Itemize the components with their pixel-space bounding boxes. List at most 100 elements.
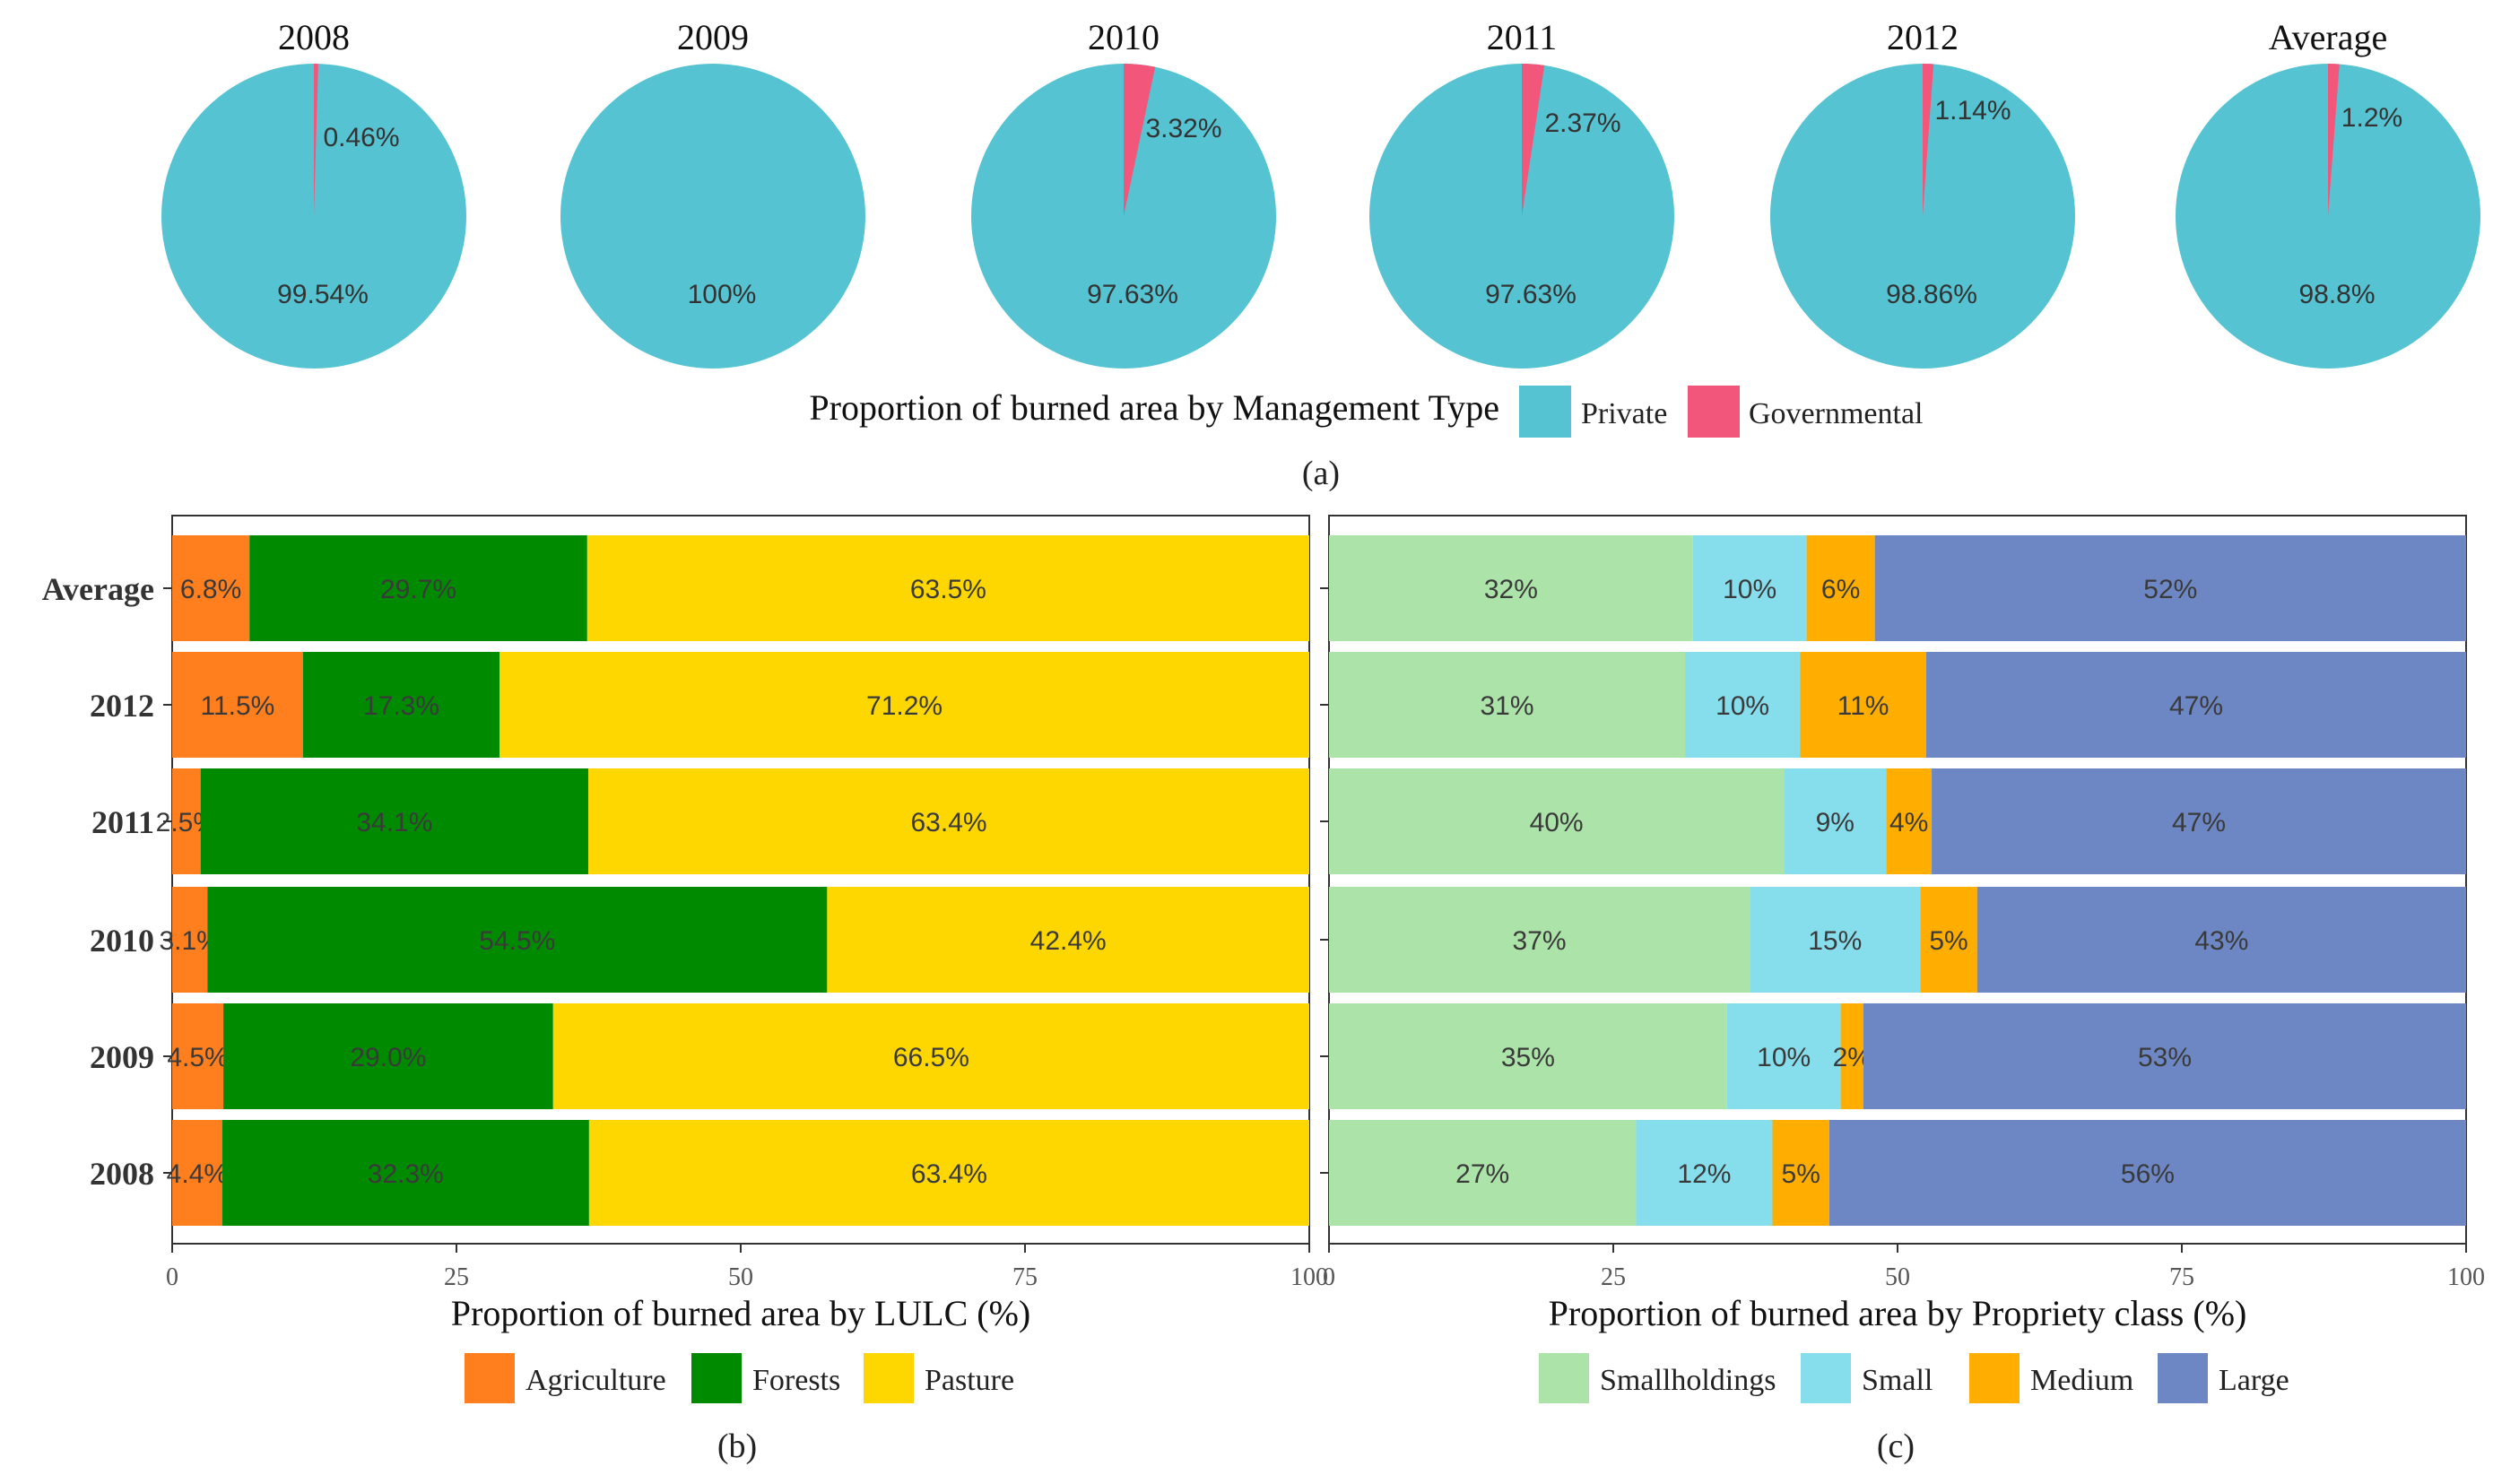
bar-label: 12% (1677, 1159, 1731, 1189)
panel-a-caption: (a) (1302, 455, 1340, 492)
legend-swatch-pasture (864, 1353, 914, 1403)
bar-label: 6% (1821, 575, 1860, 604)
bar-segment-agriculture (172, 1003, 224, 1109)
bar-row-2012: 31% 10% 11% 47% (1329, 652, 2466, 758)
bar-label: 4% (1889, 808, 1928, 837)
panel-caption: (c) (1877, 1428, 1915, 1465)
bar-segment-smallholdings (1329, 535, 1693, 641)
pie-label-governmental: 1.14% (1934, 96, 2011, 126)
bar-segment-pasture (586, 535, 1309, 641)
legend-swatch-private (1519, 386, 1571, 438)
bar-label: 10% (1723, 575, 1776, 604)
bar-segment-small (1726, 1003, 1841, 1109)
pie-label-private: 97.63% (1485, 280, 1577, 309)
bar-segment-large (1976, 887, 2466, 993)
bar-row-average: 6.8% 29.7% 63.5% (172, 535, 1309, 641)
bar-segment-agriculture (172, 887, 208, 993)
lulc-bar-chart-panel-b: 6.8% 29.7% 63.5% Average 11.5% 17.3% 71.2% 2012… (42, 515, 1328, 1465)
bar-label: 56% (2121, 1159, 2175, 1189)
bar-label: 11% (1837, 691, 1889, 721)
bar-label: 35% (1501, 1043, 1555, 1072)
pie-label-governmental: 3.32% (1145, 114, 1221, 143)
bar-label: 71.2% (866, 691, 942, 721)
bar-label: 37% (1513, 926, 1567, 956)
x-tick-label: 75 (2169, 1263, 2194, 1291)
bar-label: 10% (1757, 1043, 1811, 1072)
legend-label-medium: Medium (2030, 1364, 2133, 1397)
bar-segment-pasture (588, 1120, 1309, 1226)
pie-label-private: 98.86% (1886, 280, 1977, 309)
pie-slice-governmental (1124, 64, 1156, 216)
pie-label-private: 99.54% (277, 280, 369, 309)
y-tick-label: Average (42, 571, 154, 607)
management-type-legend: Proportion of burned area by Management … (809, 386, 1924, 438)
bar-label: 43% (2194, 926, 2248, 956)
x-axis-label: Proportion of burned area by Propriety c… (1549, 1293, 2247, 1333)
legend-swatch-small (1801, 1353, 1851, 1403)
bar-label: 5% (1782, 1159, 1820, 1189)
bar-segment-small (1636, 1120, 1773, 1226)
pie-label-governmental: 0.46% (323, 123, 399, 152)
legend-swatch-medium (1969, 1353, 2020, 1403)
bar-segment-pasture (552, 1003, 1309, 1109)
pie-title: Average (2269, 17, 2388, 57)
bar-label: 27% (1455, 1159, 1509, 1189)
x-axis-label: Proportion of burned area by LULC (%) (451, 1293, 1030, 1333)
pie-slice-governmental (2328, 64, 2340, 216)
bar-segment-forests (223, 1003, 553, 1109)
legend-label-large: Large (2219, 1364, 2289, 1397)
legend-label-governmental: Governmental (1749, 397, 1924, 430)
x-tick-label: 50 (728, 1263, 753, 1291)
legend-label-private: Private (1581, 397, 1667, 430)
bar-segment-forests (207, 887, 828, 993)
bar-label: 52% (2143, 575, 2197, 604)
x-tick-label: 0 (1323, 1263, 1335, 1291)
legend-swatch-governmental (1688, 386, 1740, 438)
bar-label: 54.5% (479, 926, 555, 956)
pie-label-governmental: 1.2% (2341, 103, 2402, 133)
bar-segment-medium (1840, 1003, 1863, 1109)
y-tick-label: 2009 (90, 1039, 154, 1075)
legend-label-smallholdings: Smallholdings (1600, 1364, 1776, 1397)
bar-row-2009: 4.5% 29.0% 66.5% (167, 1003, 1309, 1109)
bar-segment-smallholdings (1329, 652, 1686, 758)
bar-label: 47% (2169, 691, 2223, 721)
legend-title: Proportion of burned area by Management … (809, 387, 1499, 428)
x-tick-label: 25 (444, 1263, 469, 1291)
bar-segment-medium (1886, 768, 1933, 874)
bar-label: 34.1% (356, 808, 432, 837)
bar-row-2011: 2.5% 34.1% 63.4% (156, 768, 1309, 874)
legend-label-small: Small (1862, 1364, 1933, 1397)
bar-label: 9% (1816, 808, 1855, 837)
bar-label: 63.4% (911, 808, 987, 837)
bar-segment-small (1692, 535, 1807, 641)
pie-title: 2010 (1088, 17, 1160, 57)
pie-2008: 2008 99.54% 0.46% (161, 17, 466, 369)
legend-swatch-forests (691, 1353, 742, 1403)
bar-segment-forests (222, 1120, 589, 1226)
bar-segment-smallholdings (1329, 887, 1750, 993)
x-tick-label: 100 (2447, 1263, 2485, 1291)
pie-2011: 2011 97.63% 2.37% (1369, 17, 1674, 369)
bar-label: 11.5% (200, 691, 274, 721)
bar-label: 4.5% (167, 1043, 228, 1072)
pie-2012: 2012 98.86% 1.14% (1770, 17, 2075, 369)
pie-2009: 2009 100% (560, 17, 865, 369)
pie-title: 2008 (278, 17, 350, 57)
bar-label: 15% (1808, 926, 1862, 956)
bar-segment-pasture (588, 768, 1309, 874)
bar-row-2009: 35% 10% 2% 53% (1329, 1003, 2466, 1109)
bar-row-2008: 4.4% 32.3% 63.4% (167, 1120, 1309, 1226)
bar-label: 53% (2138, 1043, 2192, 1072)
bar-segment-large (1863, 1003, 2466, 1109)
x-tick-label: 50 (1885, 1263, 1910, 1291)
bar-segment-agriculture (172, 768, 201, 874)
bar-segment-forests (200, 768, 589, 874)
bar-segment-small (1685, 652, 1801, 758)
bar-label: 29.7% (380, 575, 456, 604)
y-tick-label: 2008 (90, 1156, 154, 1192)
bar-label: 4.4% (167, 1159, 228, 1189)
bar-segment-agriculture (172, 535, 250, 641)
bar-label: 5% (1929, 926, 1967, 956)
